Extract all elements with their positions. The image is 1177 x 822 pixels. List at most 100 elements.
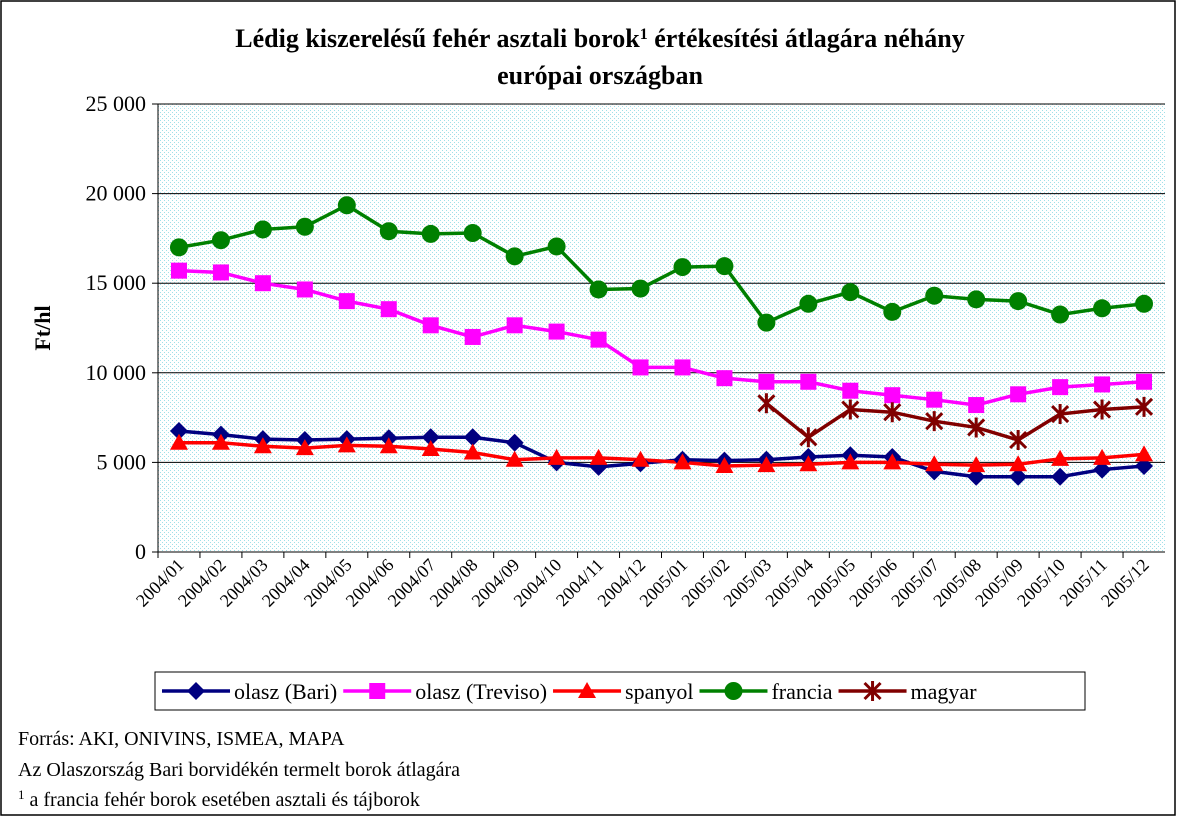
marker <box>1135 456 1154 475</box>
marker <box>1135 445 1154 462</box>
marker <box>463 224 482 243</box>
marker <box>842 382 859 399</box>
marker <box>422 317 439 334</box>
marker <box>1010 386 1027 403</box>
marker <box>715 257 734 276</box>
marker <box>421 428 440 447</box>
marker <box>1051 467 1070 486</box>
marker <box>548 323 565 340</box>
footnote-text: a francia fehér borok esetében asztali é… <box>25 789 420 811</box>
marker <box>590 331 607 348</box>
marker <box>757 456 776 473</box>
footnote: 1 a francia fehér borok esetében asztali… <box>18 787 420 812</box>
marker <box>1093 448 1112 465</box>
marker <box>296 281 313 298</box>
marker <box>505 433 524 452</box>
marker <box>1092 399 1112 420</box>
marker <box>758 373 775 390</box>
marker <box>1135 294 1154 313</box>
marker <box>716 370 733 387</box>
y-tick-label: 15 000 <box>86 270 147 295</box>
marker <box>841 399 860 420</box>
marker <box>673 258 692 277</box>
marker <box>505 450 524 467</box>
marker <box>1093 299 1112 318</box>
marker <box>841 283 860 302</box>
y-tick-label: 0 <box>135 539 146 564</box>
marker <box>463 443 482 460</box>
y-tick-label: 20 000 <box>86 181 147 206</box>
marker <box>187 682 205 700</box>
series-line <box>178 440 1145 468</box>
y-axis-label: Ft/hl <box>30 305 55 350</box>
marker <box>211 433 230 450</box>
marker <box>212 264 229 281</box>
marker <box>926 391 943 408</box>
marker <box>1009 467 1028 486</box>
marker <box>464 328 481 345</box>
marker <box>338 293 355 310</box>
marker <box>883 302 902 321</box>
marker <box>379 437 398 454</box>
marker <box>799 455 818 472</box>
marker <box>1052 379 1069 396</box>
marker <box>169 433 188 450</box>
marker <box>1051 404 1070 425</box>
marker <box>1009 292 1028 311</box>
marker <box>883 402 902 423</box>
legend-label: spanyol <box>625 679 693 704</box>
marker <box>1134 396 1154 417</box>
marker <box>589 280 608 299</box>
marker <box>799 294 818 313</box>
marker <box>967 290 986 309</box>
marker <box>1009 455 1028 472</box>
marker <box>295 439 314 456</box>
marker <box>295 217 314 236</box>
marker <box>673 453 692 470</box>
marker <box>337 436 356 453</box>
marker <box>1051 305 1070 324</box>
title-part: Lédig kiszerelésű fehér asztali borok <box>235 24 640 53</box>
marker <box>254 275 271 292</box>
marker <box>1136 373 1153 390</box>
footnote-sup: 1 <box>18 787 25 802</box>
marker <box>968 397 985 414</box>
marker <box>253 220 272 239</box>
marker <box>578 682 597 698</box>
marker <box>863 681 882 701</box>
marker <box>211 231 230 250</box>
marker <box>337 196 356 215</box>
marker <box>724 682 743 700</box>
marker <box>169 238 188 257</box>
marker <box>369 683 386 699</box>
y-tick-label: 5 000 <box>97 449 147 474</box>
legend-label: olasz (Bari) <box>234 679 337 704</box>
marker <box>674 359 691 376</box>
marker <box>589 448 608 465</box>
note: Forrás: AKI, ONIVINS, ISMEA, MAPA <box>18 728 345 750</box>
marker <box>967 467 986 486</box>
chart-title: Lédig kiszerelésű fehér asztali borok1 é… <box>235 24 964 53</box>
marker <box>547 237 566 256</box>
marker <box>253 437 272 454</box>
marker <box>925 411 944 432</box>
marker <box>421 224 440 243</box>
title-part: értékesítési átlagára néhány <box>648 24 965 53</box>
marker <box>170 262 187 279</box>
marker <box>967 417 986 438</box>
marker <box>800 373 817 390</box>
title-sup: 1 <box>640 26 648 43</box>
plot-area <box>158 104 1165 552</box>
marker <box>379 222 398 241</box>
y-tick-label: 10 000 <box>86 360 147 385</box>
marker <box>799 427 818 448</box>
marker <box>967 456 986 473</box>
marker <box>547 448 566 465</box>
legend-label: francia <box>771 679 832 704</box>
marker <box>505 247 524 266</box>
marker <box>169 422 188 441</box>
legend-box <box>154 671 1086 711</box>
marker <box>506 317 523 334</box>
marker <box>631 450 650 467</box>
marker <box>884 387 901 404</box>
